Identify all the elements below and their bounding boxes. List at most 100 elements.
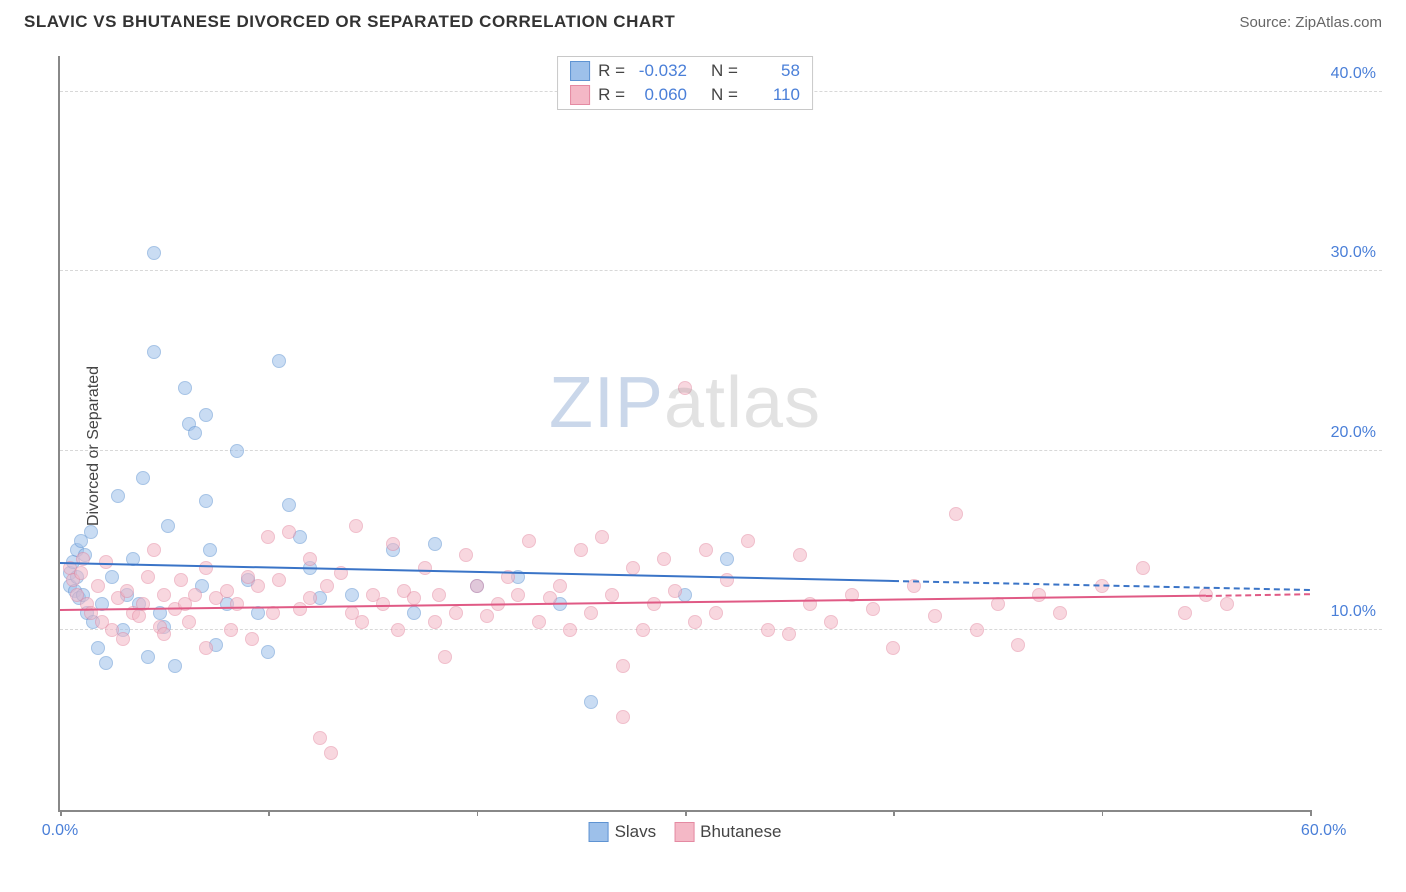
n-value: 58: [746, 61, 800, 81]
scatter-point: [668, 584, 682, 598]
scatter-point: [313, 731, 327, 745]
y-tick-label: 40.0%: [1331, 65, 1376, 83]
scatter-point: [272, 354, 286, 368]
scatter-point: [782, 627, 796, 641]
legend-label: Slavs: [615, 822, 657, 842]
scatter-point: [657, 552, 671, 566]
scatter-point: [720, 552, 734, 566]
scatter-point: [636, 623, 650, 637]
scatter-point: [584, 606, 598, 620]
scatter-point: [199, 408, 213, 422]
scatter-point: [428, 615, 442, 629]
scatter-point: [407, 606, 421, 620]
scatter-point: [793, 548, 807, 562]
scatter-point: [141, 570, 155, 584]
watermark-zip: ZIP: [549, 363, 664, 443]
scatter-point: [168, 659, 182, 673]
scatter-point: [970, 623, 984, 637]
stats-row: R =-0.032N =58: [566, 59, 804, 83]
scatter-point: [407, 591, 421, 605]
scatter-point: [511, 588, 525, 602]
scatter-point: [553, 579, 567, 593]
scatter-point: [522, 534, 536, 548]
n-label: N =: [711, 85, 738, 105]
legend-item: Slavs: [589, 822, 657, 842]
scatter-point: [595, 530, 609, 544]
r-value: -0.032: [633, 61, 687, 81]
scatter-point: [136, 471, 150, 485]
scatter-point: [428, 537, 442, 551]
trend-line-extrapolated: [1206, 593, 1310, 597]
scatter-point: [230, 444, 244, 458]
chart-title: SLAVIC VS BHUTANESE DIVORCED OR SEPARATE…: [24, 12, 675, 32]
scatter-point: [1053, 606, 1067, 620]
scatter-point: [391, 623, 405, 637]
legend-item: Bhutanese: [674, 822, 781, 842]
scatter-point: [157, 588, 171, 602]
scatter-point: [345, 588, 359, 602]
scatter-point: [1220, 597, 1234, 611]
x-tick-label: 60.0%: [1301, 822, 1346, 840]
scatter-point: [188, 588, 202, 602]
scatter-point: [245, 632, 259, 646]
scatter-point: [84, 525, 98, 539]
scatter-point: [355, 615, 369, 629]
scatter-point: [616, 710, 630, 724]
x-tick: [685, 810, 687, 816]
scatter-point: [293, 602, 307, 616]
scatter-point: [480, 609, 494, 623]
scatter-point: [626, 561, 640, 575]
plot-area: ZIPatlas R =-0.032N =58R =0.060N =110 Sl…: [58, 56, 1310, 812]
scatter-point: [147, 345, 161, 359]
legend-swatch: [589, 822, 609, 842]
scatter-point: [74, 566, 88, 580]
scatter-point: [261, 530, 275, 544]
n-label: N =: [711, 61, 738, 81]
scatter-point: [261, 645, 275, 659]
scatter-point: [141, 650, 155, 664]
y-tick-label: 20.0%: [1331, 424, 1376, 442]
scatter-point: [147, 543, 161, 557]
correlation-stats-box: R =-0.032N =58R =0.060N =110: [557, 56, 813, 110]
chart-container: Divorced or Separated ZIPatlas R =-0.032…: [48, 48, 1382, 844]
scatter-point: [178, 381, 192, 395]
scatter-point: [91, 579, 105, 593]
scatter-point: [1178, 606, 1192, 620]
scatter-point: [459, 548, 473, 562]
scatter-point: [303, 552, 317, 566]
scatter-point: [220, 584, 234, 598]
gridline: [60, 629, 1382, 630]
scatter-point: [376, 597, 390, 611]
scatter-point: [203, 543, 217, 557]
x-tick: [268, 810, 270, 816]
scatter-point: [886, 641, 900, 655]
source-attribution: Source: ZipAtlas.com: [1239, 14, 1382, 31]
y-tick-label: 10.0%: [1331, 603, 1376, 621]
scatter-point: [120, 584, 134, 598]
watermark: ZIPatlas: [549, 362, 821, 444]
scatter-point: [761, 623, 775, 637]
scatter-point: [605, 588, 619, 602]
legend-label: Bhutanese: [700, 822, 781, 842]
scatter-point: [105, 570, 119, 584]
scatter-point: [174, 573, 188, 587]
scatter-point: [678, 381, 692, 395]
scatter-point: [616, 659, 630, 673]
series-swatch: [570, 85, 590, 105]
scatter-point: [741, 534, 755, 548]
x-tick: [893, 810, 895, 816]
scatter-point: [1136, 561, 1150, 575]
scatter-point: [688, 615, 702, 629]
scatter-point: [199, 641, 213, 655]
scatter-point: [438, 650, 452, 664]
scatter-point: [324, 746, 338, 760]
scatter-point: [432, 588, 446, 602]
scatter-point: [224, 623, 238, 637]
header: SLAVIC VS BHUTANESE DIVORCED OR SEPARATE…: [0, 0, 1406, 40]
scatter-point: [91, 641, 105, 655]
gridline: [60, 270, 1382, 271]
scatter-point: [449, 606, 463, 620]
scatter-point: [928, 609, 942, 623]
scatter-point: [282, 525, 296, 539]
scatter-point: [532, 615, 546, 629]
